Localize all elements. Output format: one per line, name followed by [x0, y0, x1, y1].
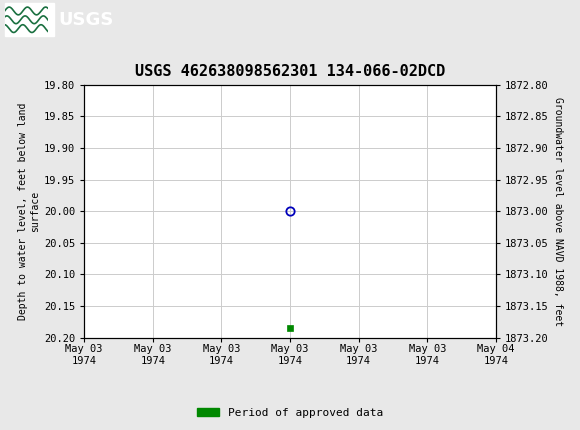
Legend: Period of approved data: Period of approved data — [193, 403, 387, 422]
Y-axis label: Groundwater level above NAVD 1988, feet: Groundwater level above NAVD 1988, feet — [553, 97, 563, 326]
Text: USGS: USGS — [58, 11, 113, 29]
Bar — [5, 3, 54, 37]
Y-axis label: Depth to water level, feet below land
surface: Depth to water level, feet below land su… — [18, 102, 39, 320]
Title: USGS 462638098562301 134-066-02DCD: USGS 462638098562301 134-066-02DCD — [135, 64, 445, 80]
